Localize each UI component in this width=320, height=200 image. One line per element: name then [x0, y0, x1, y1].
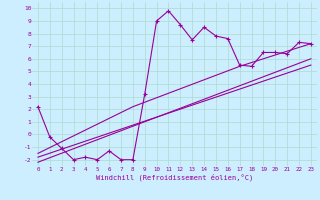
X-axis label: Windchill (Refroidissement éolien,°C): Windchill (Refroidissement éolien,°C) [96, 173, 253, 181]
